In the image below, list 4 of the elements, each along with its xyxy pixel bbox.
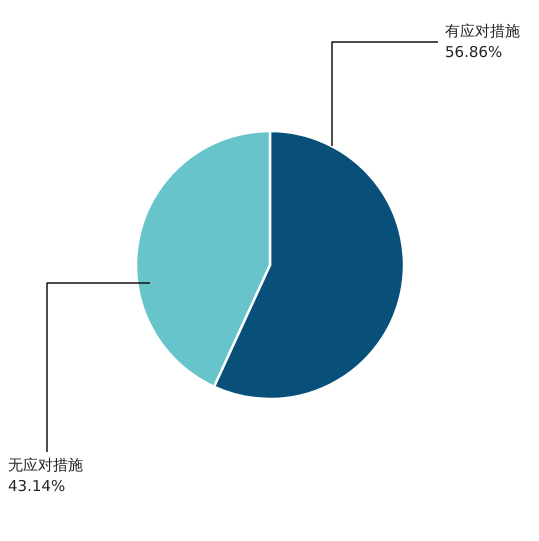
slice-label: 无应对措施 (8, 456, 83, 474)
slice-label: 有应对措施 (445, 22, 520, 40)
data-label: 43.14% (8, 477, 66, 495)
data-label: 56.86% (445, 43, 502, 61)
